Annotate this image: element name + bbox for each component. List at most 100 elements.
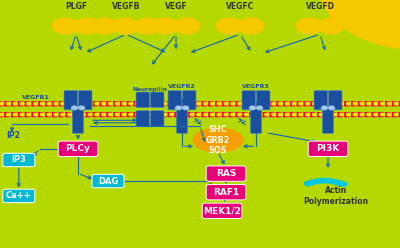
FancyBboxPatch shape [385, 101, 391, 106]
FancyBboxPatch shape [147, 112, 153, 117]
Text: PLCy: PLCy [66, 144, 90, 153]
FancyBboxPatch shape [72, 108, 84, 133]
FancyBboxPatch shape [322, 108, 334, 133]
Text: VEGFR1: VEGFR1 [22, 95, 50, 100]
Circle shape [108, 113, 112, 116]
Circle shape [318, 18, 344, 34]
FancyBboxPatch shape [45, 101, 51, 106]
FancyBboxPatch shape [262, 112, 268, 117]
Circle shape [81, 102, 85, 105]
FancyBboxPatch shape [31, 101, 37, 106]
Circle shape [360, 102, 364, 105]
FancyBboxPatch shape [133, 112, 139, 117]
Circle shape [210, 113, 214, 116]
FancyBboxPatch shape [78, 91, 92, 110]
FancyBboxPatch shape [106, 112, 112, 117]
Circle shape [170, 113, 174, 116]
Circle shape [136, 102, 140, 105]
Circle shape [285, 102, 289, 105]
FancyBboxPatch shape [167, 101, 173, 106]
FancyBboxPatch shape [310, 112, 316, 117]
Circle shape [367, 113, 371, 116]
Text: PI3K: PI3K [316, 144, 340, 153]
FancyBboxPatch shape [324, 101, 330, 106]
Circle shape [54, 102, 58, 105]
Text: Actin
Polymerization: Actin Polymerization [304, 186, 368, 206]
FancyBboxPatch shape [188, 112, 194, 117]
FancyBboxPatch shape [176, 108, 188, 133]
Circle shape [313, 179, 320, 184]
Circle shape [216, 18, 242, 34]
Circle shape [380, 102, 384, 105]
FancyBboxPatch shape [120, 101, 126, 106]
Circle shape [113, 18, 139, 34]
Circle shape [74, 102, 78, 105]
FancyBboxPatch shape [222, 101, 228, 106]
FancyBboxPatch shape [113, 101, 119, 106]
FancyBboxPatch shape [208, 112, 214, 117]
FancyBboxPatch shape [11, 112, 17, 117]
FancyBboxPatch shape [126, 101, 132, 106]
FancyBboxPatch shape [52, 112, 58, 117]
Text: SHC
GRB2
SOS: SHC GRB2 SOS [206, 125, 230, 155]
FancyBboxPatch shape [392, 112, 398, 117]
Circle shape [374, 113, 378, 116]
Circle shape [322, 178, 329, 183]
FancyBboxPatch shape [222, 112, 228, 117]
Circle shape [272, 102, 276, 105]
FancyBboxPatch shape [310, 101, 316, 106]
FancyBboxPatch shape [11, 101, 17, 106]
FancyBboxPatch shape [235, 101, 241, 106]
Circle shape [238, 113, 242, 116]
Circle shape [102, 113, 106, 116]
Circle shape [176, 102, 180, 105]
Circle shape [394, 102, 398, 105]
Text: IP3: IP3 [11, 155, 26, 164]
Text: Neuropilin: Neuropilin [132, 87, 168, 92]
FancyBboxPatch shape [201, 112, 207, 117]
FancyBboxPatch shape [65, 112, 71, 117]
Circle shape [72, 106, 77, 110]
FancyBboxPatch shape [215, 112, 221, 117]
FancyBboxPatch shape [18, 112, 24, 117]
FancyBboxPatch shape [92, 112, 98, 117]
FancyBboxPatch shape [358, 112, 364, 117]
Circle shape [258, 113, 262, 116]
FancyBboxPatch shape [136, 92, 150, 108]
Circle shape [353, 102, 357, 105]
Circle shape [306, 113, 310, 116]
Circle shape [204, 113, 208, 116]
FancyBboxPatch shape [99, 101, 105, 106]
FancyBboxPatch shape [398, 112, 400, 117]
Circle shape [318, 179, 325, 183]
FancyBboxPatch shape [64, 91, 78, 110]
FancyBboxPatch shape [308, 141, 348, 156]
Circle shape [34, 102, 38, 105]
FancyBboxPatch shape [242, 112, 248, 117]
FancyBboxPatch shape [38, 112, 44, 117]
Circle shape [129, 113, 133, 116]
Circle shape [360, 113, 364, 116]
FancyBboxPatch shape [296, 101, 302, 106]
FancyBboxPatch shape [147, 101, 153, 106]
FancyBboxPatch shape [364, 101, 370, 106]
FancyBboxPatch shape [242, 91, 256, 110]
Circle shape [136, 113, 140, 116]
FancyBboxPatch shape [154, 101, 160, 106]
Circle shape [6, 113, 10, 116]
Circle shape [292, 113, 296, 116]
Circle shape [312, 113, 316, 116]
FancyBboxPatch shape [194, 112, 200, 117]
Circle shape [129, 102, 133, 105]
Circle shape [115, 113, 119, 116]
Circle shape [333, 113, 337, 116]
FancyBboxPatch shape [344, 101, 350, 106]
Text: VEGFD: VEGFD [306, 2, 334, 11]
FancyBboxPatch shape [150, 111, 164, 126]
Circle shape [309, 180, 316, 185]
FancyBboxPatch shape [160, 101, 166, 106]
Circle shape [34, 113, 38, 116]
FancyBboxPatch shape [317, 101, 323, 106]
FancyBboxPatch shape [235, 112, 241, 117]
Circle shape [306, 102, 310, 105]
